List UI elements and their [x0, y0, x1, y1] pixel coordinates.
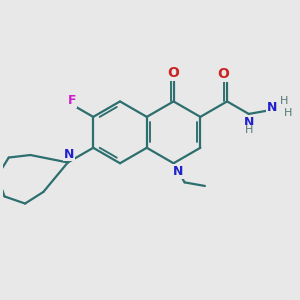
Text: H: H	[280, 96, 288, 106]
Text: F: F	[68, 94, 76, 107]
Text: N: N	[64, 148, 74, 161]
Text: H: H	[284, 108, 292, 118]
Text: O: O	[168, 66, 179, 80]
Text: N: N	[267, 101, 277, 114]
Text: N: N	[244, 116, 254, 129]
Text: N: N	[173, 165, 183, 178]
Text: O: O	[217, 67, 229, 81]
Text: H: H	[245, 125, 254, 135]
